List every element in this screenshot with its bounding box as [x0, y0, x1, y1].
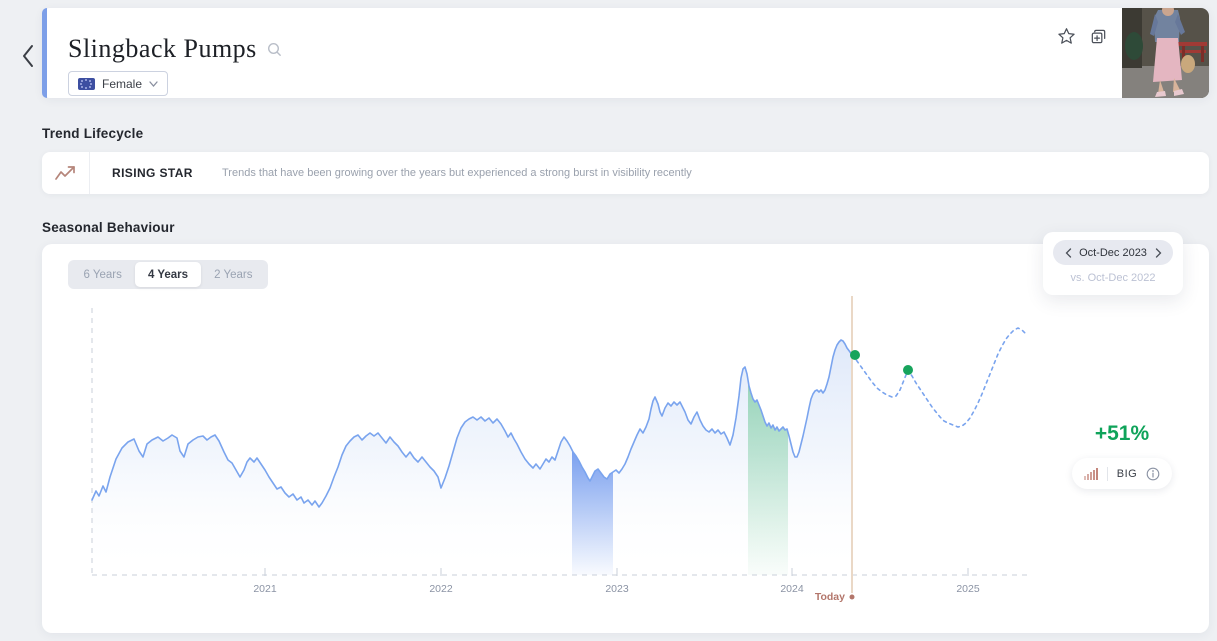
- magnitude-pill: BIG: [1072, 458, 1172, 489]
- page-title: Slingback Pumps: [68, 34, 257, 63]
- info-icon[interactable]: [1146, 467, 1160, 481]
- bar-chart-icon: [1083, 468, 1098, 480]
- street-style-photo: [1122, 8, 1209, 98]
- lifecycle-status-label: RISING STAR: [112, 166, 193, 180]
- previous-period-button[interactable]: [1061, 246, 1075, 260]
- seasonal-chart-card: [42, 244, 1209, 633]
- chevron-left-icon: [23, 45, 33, 67]
- gender-dropdown[interactable]: Female: [68, 71, 169, 96]
- tab-4-years[interactable]: 4 Years: [135, 262, 201, 287]
- favorite-star-button[interactable]: [1055, 25, 1077, 47]
- gender-dropdown-value: Female: [102, 76, 143, 91]
- trend-photo-thumbnail[interactable]: [1122, 8, 1209, 98]
- pill-divider: [1106, 466, 1108, 481]
- period-pill: Oct-Dec 2023: [1053, 240, 1173, 265]
- chevron-right-icon: [1155, 247, 1161, 258]
- accent-bar: [42, 8, 47, 98]
- trend-lifecycle-card: RISING STAR Trends that have been growin…: [42, 152, 1209, 194]
- magnitude-label: BIG: [1116, 467, 1138, 480]
- percent-change-value: +51%: [1094, 422, 1150, 445]
- time-range-tabs: 6 Years 4 Years 2 Years: [68, 260, 268, 289]
- tab-2-years[interactable]: 2 Years: [214, 268, 253, 281]
- tab-6-years[interactable]: 6 Years: [83, 268, 122, 281]
- lifecycle-description: Trends that have been growing over the y…: [222, 167, 692, 179]
- current-period-label: Oct-Dec 2023: [1079, 246, 1147, 259]
- trend-lifecycle-heading: Trend Lifecycle: [42, 126, 144, 141]
- chevron-left-icon: [1065, 247, 1071, 258]
- star-icon: [1057, 27, 1075, 44]
- search-icon[interactable]: [267, 42, 282, 57]
- seasonal-behaviour-heading: Seasonal Behaviour: [42, 220, 175, 235]
- trending-up-icon: [54, 166, 75, 180]
- copy-plus-icon: [1091, 29, 1105, 43]
- add-to-collection-button[interactable]: [1087, 25, 1109, 47]
- eu-flag-icon: [78, 77, 95, 90]
- period-navigator-card: Oct-Dec 2023 vs. Oct-Dec 2022: [1043, 232, 1183, 295]
- comparison-period-label: vs. Oct-Dec 2022: [1070, 272, 1156, 284]
- next-period-button[interactable]: [1151, 246, 1165, 260]
- chevron-down-icon: [149, 80, 158, 87]
- trend-header-card: Slingback Pumps Female: [42, 8, 1209, 98]
- lifecycle-icon-box: [42, 152, 90, 194]
- back-button[interactable]: [14, 40, 42, 72]
